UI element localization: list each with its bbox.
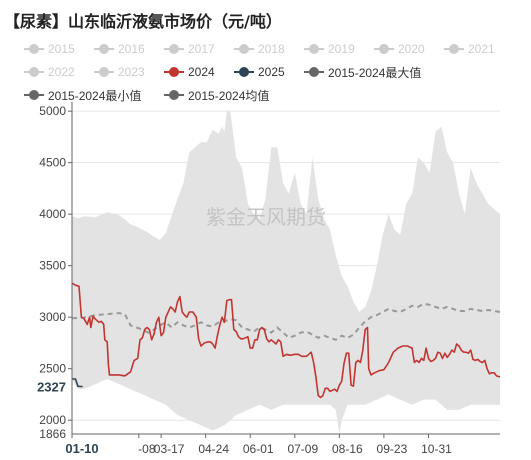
x-tick-label: 09-23 (377, 442, 408, 456)
chart-title: 【尿素】山东临沂液氨市场价（元/吨） (4, 12, 282, 31)
legend-label: 2021 (468, 42, 495, 56)
legend-symbol-icon (94, 67, 114, 77)
legend-label: 2015-2024最大值 (328, 65, 422, 80)
x-tick-label: 04-24 (198, 442, 229, 456)
legend-label: 2020 (398, 42, 425, 56)
y-tick-label: 4500 (39, 156, 66, 170)
x-tick-label: 01-10 (65, 441, 98, 456)
legend-label: 2015-2024均值 (188, 88, 270, 103)
legend-symbol-icon (24, 67, 44, 77)
legend-symbol-icon (444, 44, 464, 54)
series-range-band (72, 111, 500, 434)
legend-label: 2015-2024最小值 (48, 88, 142, 103)
legend-symbol-icon (234, 44, 254, 54)
legend-label: 2022 (48, 65, 75, 79)
legend-item-2021[interactable]: 2021 (444, 38, 495, 60)
legend-item-2018[interactable]: 2018 (234, 38, 285, 60)
y-tick-label: 4000 (39, 207, 66, 221)
legend-label: 2015 (48, 42, 75, 56)
x-tick-label: -08 (138, 442, 156, 456)
legend-item-2015-2024最小值[interactable]: 2015-2024最小值 (24, 84, 141, 106)
legend-label: 2017 (188, 42, 215, 56)
series-line-average (71, 302, 501, 341)
legend-item-2015-2024均值[interactable]: 2015-2024均值 (164, 84, 269, 106)
y-tick-label: 3000 (39, 310, 66, 324)
legend-symbol-icon (94, 44, 114, 54)
legend-symbol-icon (234, 67, 254, 77)
y-tick-label: 2500 (39, 362, 66, 376)
legend-symbol-icon (374, 44, 394, 54)
series-line-2024 (71, 282, 501, 399)
legend-label: 2025 (258, 65, 285, 79)
x-tick-label: 06-01 (243, 442, 274, 456)
x-tick-label: 07-09 (287, 442, 318, 456)
legend-item-2023[interactable]: 2023 (94, 61, 145, 83)
legend-label: 2016 (118, 42, 145, 56)
x-tick-label: 03-17 (154, 442, 185, 456)
legend-item-2015-2024最大值[interactable]: 2015-2024最大值 (304, 61, 421, 83)
y-tick-label: 2000 (39, 413, 66, 427)
legend-label: 2023 (118, 65, 145, 79)
legend-item-2024[interactable]: 2024 (164, 61, 215, 83)
legend-symbol-icon (164, 90, 184, 100)
x-tick-label: 10-31 (421, 442, 452, 456)
series-line-2025 (72, 378, 83, 388)
y-min-label: 1866 (39, 427, 66, 441)
legend-label: 2024 (188, 65, 215, 79)
legend-item-2017[interactable]: 2017 (164, 38, 215, 60)
y-tick-label: 3500 (39, 259, 66, 273)
legend-symbol-icon (164, 67, 184, 77)
legend-item-2015[interactable]: 2015 (24, 38, 75, 60)
legend-symbol-icon (24, 90, 44, 100)
legend-symbol-icon (164, 44, 184, 54)
y-tick-label: 5000 (39, 104, 66, 118)
legend-item-2022[interactable]: 2022 (24, 61, 75, 83)
last-value-label: 2327 (37, 380, 66, 395)
legend-label: 2019 (328, 42, 355, 56)
legend-item-2019[interactable]: 2019 (304, 38, 355, 60)
legend-symbol-icon (24, 44, 44, 54)
legend: 2015 2016 2017 2018 2019 2020 2021 2022 2023 2024… (0, 38, 531, 106)
watermark: 紫金天风期货 (206, 205, 326, 229)
legend-symbol-icon (304, 44, 324, 54)
legend-label: 2018 (258, 42, 285, 56)
legend-item-2025[interactable]: 2025 (234, 61, 285, 83)
x-tick-label: 08-16 (332, 442, 363, 456)
legend-item-2020[interactable]: 2020 (374, 38, 425, 60)
legend-symbol-icon (304, 67, 324, 77)
legend-item-2016[interactable]: 2016 (94, 38, 145, 60)
